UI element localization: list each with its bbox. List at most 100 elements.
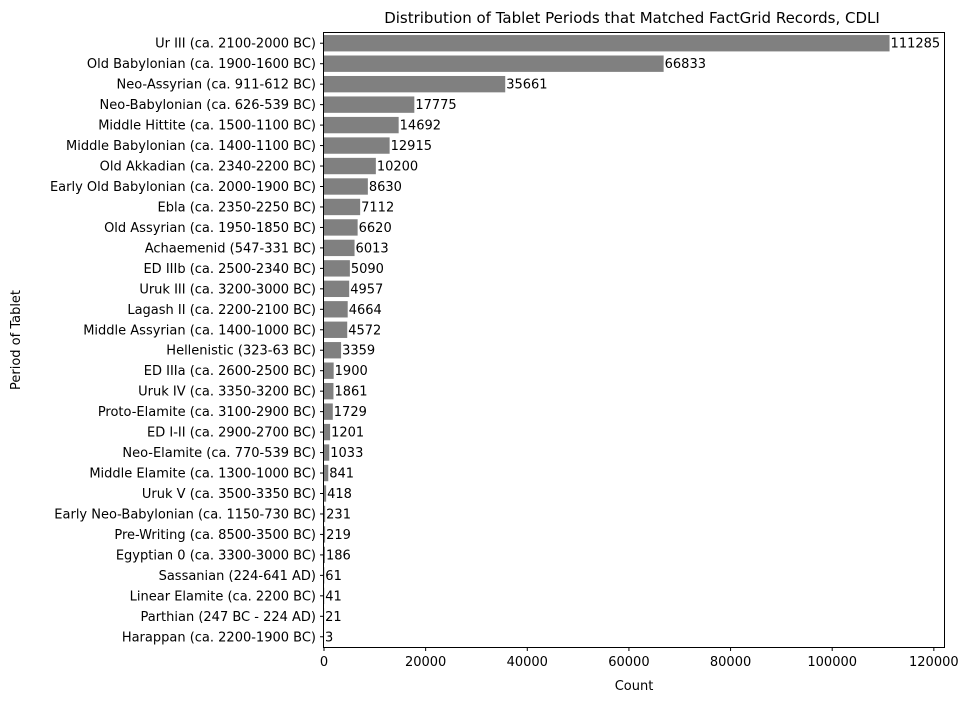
- x-tick-label: 60000: [608, 655, 649, 670]
- bar: [324, 403, 333, 420]
- value-label: 7112: [361, 200, 394, 215]
- category-label: ED IIIa (ca. 2600-2500 BC): [144, 364, 316, 379]
- category-label: Middle Elamite (ca. 1300-1000 BC): [89, 467, 316, 482]
- x-tick-label: 80000: [710, 655, 751, 670]
- x-axis: 0 20000 40000 60000 80000 100000 120000: [320, 647, 959, 670]
- bar: [324, 178, 368, 195]
- category-label: Linear Elamite (ca. 2200 BC): [130, 589, 316, 604]
- category-label: Ur III (ca. 2100-2000 BC): [155, 37, 316, 52]
- bar: [324, 505, 326, 523]
- value-label: 3359: [342, 344, 375, 359]
- category-label: Lagash II (ca. 2200-2100 BC): [127, 303, 316, 318]
- value-label: 21: [325, 610, 342, 625]
- category-label: Old Assyrian (ca. 1950-1850 BC): [104, 221, 316, 236]
- bar: [324, 198, 361, 216]
- value-label: 17775: [415, 98, 456, 113]
- category-label: Parthian (247 BC - 224 AD): [140, 610, 316, 625]
- category-label: Ebla (ca. 2350-2250 BC): [158, 200, 316, 215]
- plot-frame: [323, 32, 945, 648]
- category-label: Uruk III (ca. 3200-3000 BC): [139, 282, 316, 297]
- value-label: 186: [326, 548, 351, 563]
- x-axis-label: Count: [615, 679, 654, 694]
- value-labels: 111285 66833 35661 17775 14692 12915 10200 8630…: [325, 37, 940, 646]
- value-label: 418: [327, 487, 352, 502]
- value-label: 35661: [506, 78, 547, 93]
- category-label: Neo-Assyrian (ca. 911-612 BC): [117, 78, 317, 93]
- value-label: 1729: [334, 405, 367, 420]
- category-label: Harappan (ca. 2200-1900 BC): [122, 630, 316, 645]
- chart-title: Distribution of Tablet Periods that Matc…: [384, 9, 880, 27]
- bar: [324, 239, 355, 257]
- category-label: Neo-Babylonian (ca. 626-539 BC): [100, 98, 316, 113]
- category-label: Egyptian 0 (ca. 3300-3000 BC): [116, 548, 316, 563]
- category-label: Hellenistic (323-63 BC): [166, 344, 316, 359]
- x-tick-label: 20000: [405, 655, 446, 670]
- value-label: 219: [326, 528, 351, 543]
- category-label: Middle Assyrian (ca. 1400-1000 BC): [83, 323, 316, 338]
- category-label: Achaemenid (547-331 BC): [145, 241, 316, 256]
- bar: [324, 526, 326, 543]
- category-label: Old Babylonian (ca. 1900-1600 BC): [87, 57, 316, 72]
- value-label: 1861: [334, 385, 367, 400]
- bar: [324, 382, 334, 400]
- bar: [324, 342, 342, 359]
- category-label: Uruk V (ca. 3500-3350 BC): [142, 487, 316, 502]
- bar: [324, 301, 348, 318]
- bar: [324, 75, 506, 93]
- bar: [324, 35, 890, 52]
- bar: [324, 137, 390, 154]
- value-label: 1900: [335, 364, 368, 379]
- bar: [324, 280, 350, 298]
- category-label: Old Akkadian (ca. 2340-2200 BC): [100, 160, 316, 175]
- bar: [324, 321, 348, 338]
- category-label: Middle Babylonian (ca. 1400-1100 BC): [66, 139, 316, 154]
- value-label: 841: [329, 467, 354, 482]
- category-label: Pre-Writing (ca. 8500-3500 BC): [114, 528, 316, 543]
- bar: [324, 444, 330, 461]
- value-label: 41: [325, 589, 342, 604]
- category-label: Early Old Babylonian (ca. 2000-1900 BC): [50, 180, 316, 195]
- category-label: Uruk IV (ca. 3350-3200 BC): [138, 385, 316, 400]
- value-label: 111285: [891, 37, 941, 52]
- value-label: 6620: [359, 221, 392, 236]
- value-label: 5090: [351, 262, 384, 277]
- bar: [324, 157, 376, 175]
- value-label: 4957: [350, 282, 383, 297]
- value-label: 8630: [369, 180, 402, 195]
- bar: [324, 485, 327, 502]
- bars-layer: [324, 35, 890, 645]
- category-label: Sassanian (224-641 AD): [159, 569, 316, 584]
- category-label: Middle Hittite (ca. 1500-1100 BC): [98, 119, 316, 134]
- value-label: 66833: [665, 57, 706, 72]
- value-label: 14692: [400, 119, 441, 134]
- value-label: 61: [325, 569, 342, 584]
- x-tick-label: 0: [320, 655, 328, 670]
- bar: [324, 260, 350, 277]
- bar: [324, 546, 325, 564]
- category-label: ED I-II (ca. 2900-2700 BC): [147, 426, 316, 441]
- bar: [324, 464, 329, 482]
- bar: [324, 116, 399, 134]
- value-label: 12915: [391, 139, 432, 154]
- bar: [324, 55, 664, 72]
- bar: [324, 362, 334, 379]
- value-label: 4664: [349, 303, 382, 318]
- value-label: 4572: [348, 323, 381, 338]
- x-tick-label: 100000: [807, 655, 857, 670]
- value-label: 1201: [331, 426, 364, 441]
- value-label: 231: [326, 507, 351, 522]
- category-labels: Ur III (ca. 2100-2000 BC) Old Babylonian …: [50, 37, 324, 645]
- category-label: Neo-Elamite (ca. 770-539 BC): [122, 446, 316, 461]
- category-label: Proto-Elamite (ca. 3100-2900 BC): [98, 405, 316, 420]
- value-label: 6013: [356, 241, 389, 256]
- category-label: ED IIIb (ca. 2500-2340 BC): [143, 262, 316, 277]
- bar: [324, 423, 331, 441]
- x-tick-label: 40000: [507, 655, 548, 670]
- category-label: Early Neo-Babylonian (ca. 1150-730 BC): [54, 507, 316, 522]
- value-label: 10200: [377, 160, 418, 175]
- y-axis-label: Period of Tablet: [9, 290, 24, 390]
- x-tick-label: 120000: [909, 655, 959, 670]
- value-label: 1033: [330, 446, 363, 461]
